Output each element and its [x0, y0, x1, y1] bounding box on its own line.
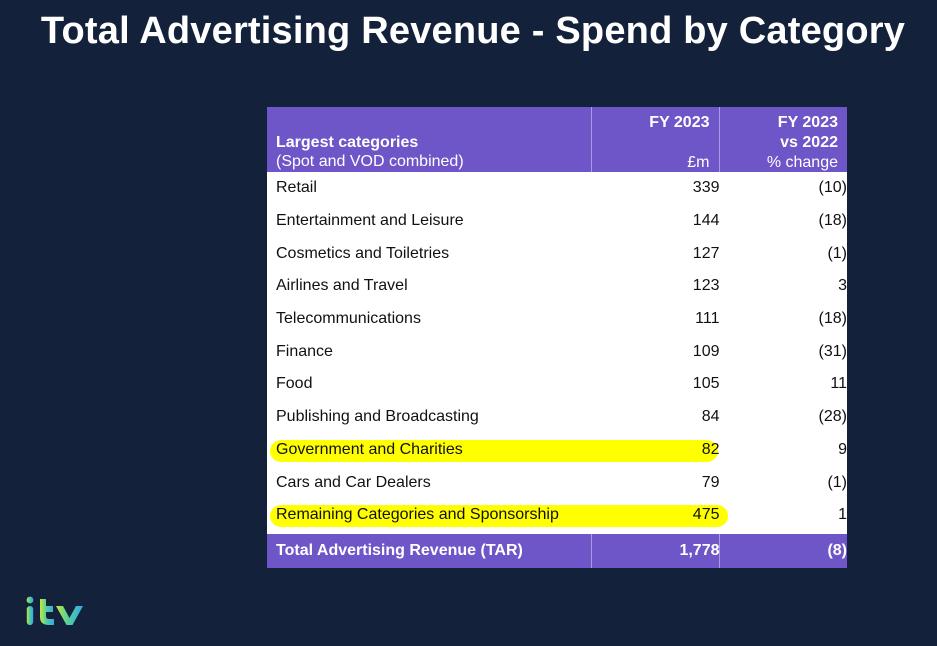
row-change: (18): [718, 204, 847, 238]
row-category: Entertainment and Leisure: [276, 212, 464, 230]
row-category: Cosmetics and Toiletries: [276, 244, 450, 262]
row-fy2023: 82: [590, 433, 720, 467]
header-fy2023-year: FY 2023: [649, 114, 710, 131]
table-row: Entertainment and Leisure 144 (18): [267, 204, 847, 238]
table-header-row: Largest categories (Spot and VOD combine…: [267, 107, 847, 172]
header-category-title: Largest categories: [276, 134, 419, 151]
row-change: (28): [718, 400, 847, 434]
row-category: Airlines and Travel: [276, 277, 408, 295]
total-fy2023: 1,778: [590, 531, 720, 568]
row-change: 9: [718, 433, 847, 467]
row-change: (31): [718, 335, 847, 369]
row-change: 11: [718, 368, 847, 401]
row-fy2023: 475: [590, 498, 720, 533]
row-category: Food: [276, 375, 313, 393]
row-change: (1): [718, 237, 847, 271]
row-change: (10): [718, 172, 847, 205]
row-fy2023: 109: [590, 335, 720, 369]
row-category: Remaining Categories and Sponsorship: [267, 499, 728, 533]
row-change: 3: [718, 270, 847, 303]
header-fy2023: FY 2023 £m: [590, 107, 719, 172]
total-change: (8): [718, 531, 847, 568]
total-category: Total Advertising Revenue (TAR): [267, 531, 591, 568]
itv-logo: [26, 596, 83, 625]
row-fy2023: 339: [590, 172, 720, 205]
row-fy2023: 105: [590, 368, 720, 401]
row-category: Publishing and Broadcasting: [276, 408, 479, 426]
table-total-row: Total Advertising Revenue (TAR) 1,778 (8…: [267, 531, 847, 568]
row-fy2023: 111: [590, 302, 720, 336]
row-fy2023: 144: [590, 204, 720, 238]
row-fy2023: 84: [590, 400, 720, 434]
header-change-year: FY 2023: [777, 114, 838, 131]
header-change: FY 2023 vs 2022 % change: [718, 107, 847, 172]
table-row: Finance 109 (31): [267, 335, 847, 369]
table-row: Retail 339 (10): [267, 172, 847, 205]
row-change: (18): [718, 302, 847, 336]
header-change-vs: vs 2022: [780, 134, 838, 151]
row-category: Cars and Car Dealers: [276, 473, 431, 491]
table-row: Food 105 11: [267, 368, 847, 401]
row-change: (1): [718, 466, 847, 499]
row-category: Finance: [276, 342, 333, 360]
row-fy2023: 127: [590, 237, 720, 271]
header-fy2023-unit: £m: [687, 154, 710, 171]
slide-title: Total Advertising Revenue - Spend by Cat…: [40, 10, 906, 52]
row-category: Telecommunications: [276, 310, 421, 328]
row-category: Retail: [276, 179, 317, 197]
table-row: Telecommunications 111 (18): [267, 302, 847, 336]
header-category: Largest categories (Spot and VOD combine…: [267, 107, 591, 172]
row-change: 1: [718, 498, 847, 533]
header-category-subtitle: (Spot and VOD combined): [276, 153, 464, 170]
row-fy2023: 79: [590, 466, 720, 499]
category-spend-table: Largest categories (Spot and VOD combine…: [267, 107, 847, 568]
table-row: Publishing and Broadcasting 84 (28): [267, 400, 847, 434]
table-row: Cosmetics and Toiletries 127 (1): [267, 237, 847, 271]
row-fy2023: 123: [590, 270, 720, 303]
row-category: Government and Charities: [267, 434, 718, 467]
table-row-highlighted: Government and Charities 82 9: [267, 433, 847, 467]
table-row: Cars and Car Dealers 79 (1): [267, 466, 847, 499]
header-change-unit: % change: [766, 154, 838, 171]
table-row: Airlines and Travel 123 3: [267, 270, 847, 303]
table-row-highlighted: Remaining Categories and Sponsorship 475…: [267, 498, 847, 533]
